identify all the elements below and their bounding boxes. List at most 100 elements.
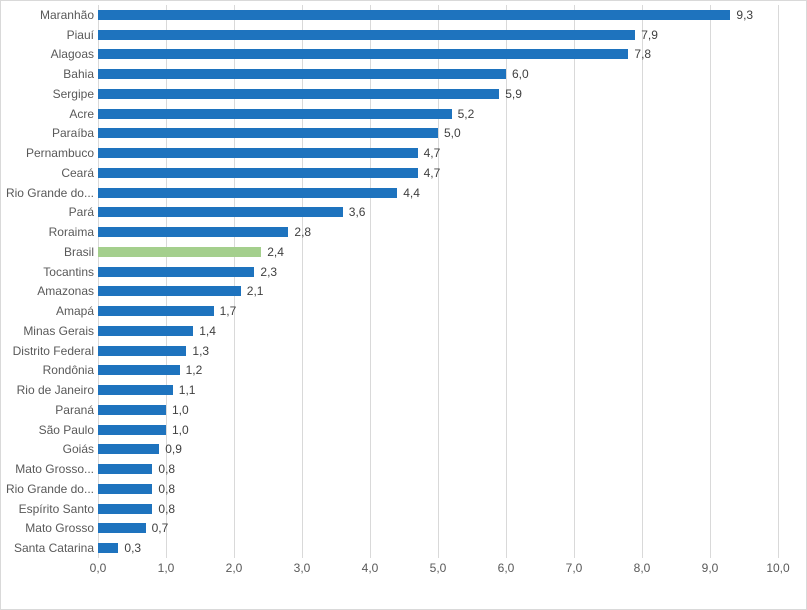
- x-axis-tick-label: 3,0: [293, 561, 311, 575]
- gridline: [166, 5, 167, 558]
- value-label: 4,4: [403, 185, 420, 200]
- category-label: Mato Grosso: [25, 521, 94, 536]
- bar-row: 0,7: [98, 519, 778, 539]
- value-label: 2,8: [294, 225, 312, 240]
- gridline: [302, 5, 303, 558]
- gridline: [370, 5, 371, 558]
- value-label: 2,1: [246, 284, 264, 299]
- bar-row: 3,6: [98, 203, 778, 223]
- category-label: Roraima: [48, 225, 94, 240]
- category-label: Distrito Federal: [12, 343, 94, 358]
- bar-row: 5,2: [98, 104, 778, 124]
- category-label: São Paulo: [38, 422, 94, 437]
- category-label: Pará: [68, 205, 94, 220]
- data-bar: [98, 444, 160, 455]
- bar-row: 7,9: [98, 25, 778, 45]
- bar-row: 7,8: [98, 45, 778, 65]
- x-axis-tick-label: 4,0: [361, 561, 379, 575]
- bar-row: 1,3: [98, 341, 778, 361]
- category-label: Rio Grande do...: [5, 185, 94, 200]
- value-label: 0,7: [151, 521, 169, 536]
- value-label: 5,9: [505, 86, 522, 101]
- data-bar: [98, 128, 438, 139]
- data-bar: [98, 108, 452, 119]
- bar-row: 5,9: [98, 84, 778, 104]
- category-label: Ceará: [61, 165, 94, 180]
- gridline: [234, 5, 235, 558]
- value-label: 0,8: [158, 481, 176, 496]
- data-bar: [98, 167, 418, 178]
- data-bar: [98, 523, 146, 534]
- value-label: 1,7: [219, 304, 237, 319]
- category-label: Amazonas: [37, 284, 94, 299]
- value-label: 9,3: [736, 7, 754, 22]
- bar-row: 5,0: [98, 124, 778, 144]
- data-bar: [98, 345, 187, 356]
- highlight-data-bar: [98, 246, 262, 257]
- data-bar: [98, 464, 153, 475]
- category-label: Sergipe: [52, 86, 94, 101]
- bar-row: 4,7: [98, 163, 778, 183]
- x-axis-tick-label: 8,0: [633, 561, 651, 575]
- bar-row: 1,0: [98, 400, 778, 420]
- data-bar: [98, 365, 180, 376]
- category-label: Goiás: [62, 442, 94, 457]
- value-label: 1,0: [172, 422, 189, 437]
- bar-row: 1,0: [98, 420, 778, 440]
- x-axis-tick-label: 7,0: [565, 561, 583, 575]
- value-label: 0,3: [124, 541, 142, 556]
- data-bar: [98, 385, 173, 396]
- value-label: 1,2: [185, 363, 203, 378]
- bar-row: 4,4: [98, 183, 778, 203]
- value-label: 4,7: [423, 165, 441, 180]
- data-bar: [98, 69, 506, 80]
- data-bar: [98, 29, 636, 40]
- value-label: 0,8: [158, 501, 176, 516]
- value-label: 3,6: [348, 205, 366, 220]
- gridline: [438, 5, 439, 558]
- bar-row: 0,9: [98, 440, 778, 460]
- gridline: [506, 5, 507, 558]
- data-bar: [98, 286, 241, 297]
- data-bar: [98, 49, 629, 60]
- gridline: [98, 5, 99, 558]
- bar-row: 1,1: [98, 380, 778, 400]
- category-label: Pernambuco: [25, 146, 94, 161]
- bar-row: 1,2: [98, 361, 778, 381]
- value-label: 1,0: [172, 402, 189, 417]
- category-label: Brasil: [63, 244, 94, 259]
- x-axis: 0,0 1,0 2,0 3,0 4,0 5,0 6,0 7,0 8,0 9,0 10,0: [90, 561, 790, 579]
- bar-row: 2,3: [98, 262, 778, 282]
- category-label: Acre: [69, 106, 94, 121]
- value-label: 2,3: [260, 264, 278, 279]
- data-bar: [98, 404, 166, 415]
- plot-area: 9,3 7,9 7,8 6,0 5,9 5,2 5,0 4,7 4,7 4,4 3,6 2,8 2,4 2…: [98, 5, 779, 558]
- bar-row: 4,7: [98, 143, 778, 163]
- value-label: 1,1: [178, 383, 196, 398]
- data-bar: [98, 483, 153, 494]
- x-axis-tick-label: 0,0: [89, 561, 107, 575]
- value-label: 5,2: [457, 106, 475, 121]
- data-bar: [98, 306, 214, 317]
- data-bar: [98, 503, 153, 514]
- value-label: 6,0: [512, 67, 529, 82]
- value-label: 5,0: [444, 126, 461, 141]
- gridline: [574, 5, 575, 558]
- data-bar: [98, 187, 398, 198]
- category-label: Bahia: [63, 67, 94, 82]
- gridline: [778, 5, 779, 558]
- data-bar: [98, 325, 194, 336]
- value-label: 1,4: [199, 323, 216, 338]
- category-label: Minas Gerais: [23, 323, 94, 338]
- bar-row: 0,8: [98, 479, 778, 499]
- data-bar: [98, 148, 418, 159]
- data-bar: [98, 543, 119, 554]
- category-label: Alagoas: [50, 47, 94, 62]
- bar-row: 1,7: [98, 301, 778, 321]
- value-label: 1,3: [192, 343, 210, 358]
- data-bar: [98, 207, 343, 218]
- value-label: 4,7: [423, 146, 441, 161]
- category-label: Rondônia: [42, 363, 94, 378]
- value-label: 7,9: [641, 27, 658, 42]
